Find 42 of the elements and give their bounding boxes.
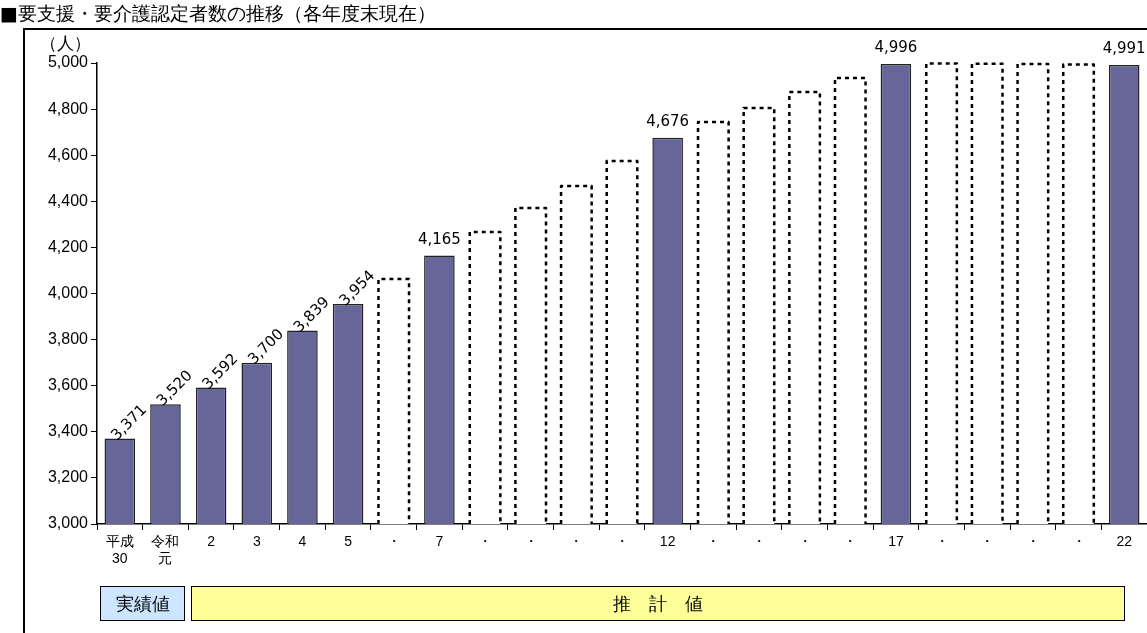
x-tick-label: ・ [980, 533, 995, 550]
y-axis-title: （人） [40, 32, 91, 53]
x-tick-label: 17 [888, 533, 904, 550]
x-tick-label: ・ [751, 533, 766, 550]
x-tick-label: ・ [478, 533, 493, 550]
text: 実績値 [100, 586, 186, 621]
x-tick-label: 7 [435, 533, 444, 550]
y-tick-label: 4,400 [47, 191, 89, 209]
data-label: 4,991 [1102, 39, 1146, 58]
y-tick-label: 3,600 [47, 376, 89, 394]
x-tick-label: 12 [659, 533, 676, 550]
x-tick-label: ・ [1025, 533, 1040, 550]
data-label: 4,996 [874, 38, 918, 57]
y-tick-label: 4,800 [47, 99, 89, 117]
data-label: 4,165 [417, 229, 461, 248]
x-tick-label: ・ [843, 533, 858, 550]
x-tick-label: 3 [252, 533, 261, 550]
x-tick-label: ・ [1071, 533, 1086, 550]
x-tick-label: 2 [207, 533, 216, 550]
x-tick-label: ・ [615, 533, 629, 550]
x-tick-label: 4 [298, 533, 307, 550]
x-tick-label: 22 [1116, 533, 1133, 550]
x-tick-label: ・ [706, 533, 721, 550]
chart-title: ■要支援・要介護認定者数の推移（各年度末現在） [0, 2, 436, 26]
x-tick-label: ・ [934, 533, 949, 550]
x-tick-label: 令和元 [151, 533, 180, 567]
y-tick-label: 4,200 [47, 237, 89, 255]
text: 推 計 値 [191, 586, 1125, 621]
data-label: 4,676 [646, 112, 690, 131]
y-tick-label: 3,200 [47, 468, 89, 486]
y-tick-label: 5,000 [47, 53, 89, 71]
y-tick-label: 3,400 [47, 422, 89, 440]
x-tick-label: 平成30 [105, 533, 134, 567]
x-tick-label: ・ [797, 533, 812, 550]
y-tick-label: 4,000 [47, 283, 89, 301]
x-tick-label: ・ [386, 533, 401, 550]
x-tick-label: 5 [344, 533, 353, 550]
x-tick-label: ・ [569, 533, 584, 550]
y-tick-label: 4,600 [47, 145, 89, 163]
x-tick-label: ・ [523, 533, 538, 550]
y-tick-label: 3,000 [47, 514, 89, 532]
y-tick-label: 3,800 [47, 330, 89, 348]
